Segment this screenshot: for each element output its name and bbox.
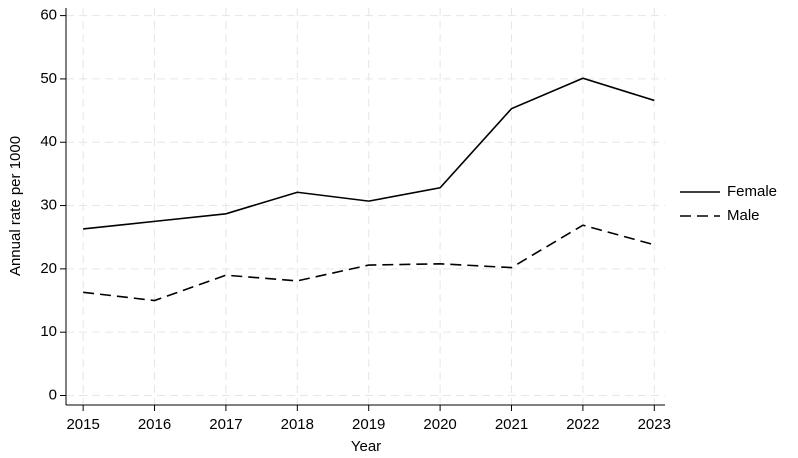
y-tick-label: 0 xyxy=(49,386,57,403)
data-line xyxy=(83,77,655,230)
y-tick-label: 40 xyxy=(40,133,57,150)
y-axis-label: Annual rate per 1000 xyxy=(7,136,24,276)
x-tick-label: 2018 xyxy=(281,416,314,433)
x-tick-label: 2023 xyxy=(638,416,671,433)
x-tick-label: 2015 xyxy=(66,416,99,433)
x-tick-label: 2022 xyxy=(566,416,599,433)
legend-label: Male xyxy=(727,207,760,224)
x-tick-label: 2021 xyxy=(495,416,528,433)
x-tick-label: 2019 xyxy=(352,416,385,433)
x-tick-label: 2017 xyxy=(209,416,242,433)
y-tick-label: 50 xyxy=(40,70,57,87)
y-tick-label: 60 xyxy=(40,7,57,24)
y-tick-label: 20 xyxy=(40,260,57,277)
x-tick-label: 2020 xyxy=(423,416,456,433)
data-line xyxy=(83,224,655,302)
legend-label: Female xyxy=(727,183,777,200)
x-tick-label: 2016 xyxy=(138,416,171,433)
y-tick-label: 10 xyxy=(40,323,57,340)
x-axis-label: Year xyxy=(351,438,381,455)
y-tick-label: 30 xyxy=(40,197,57,214)
